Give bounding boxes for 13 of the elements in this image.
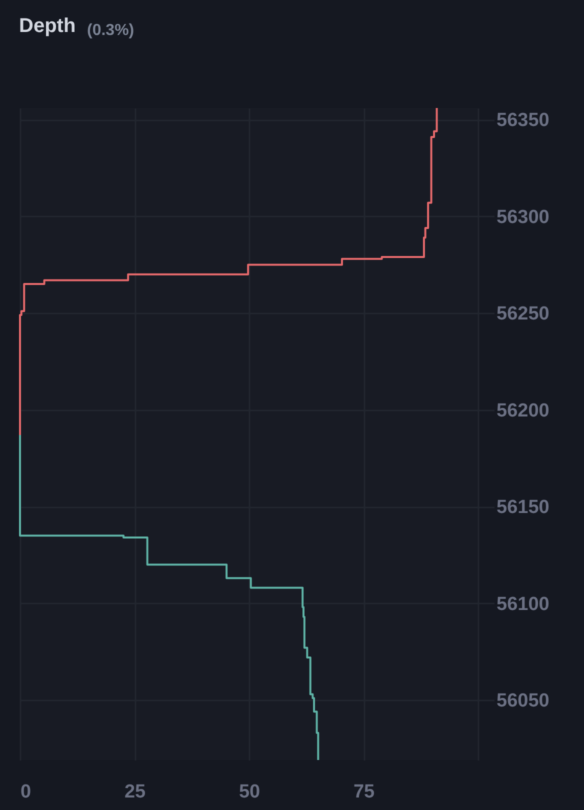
y-tick-label: 56250 bbox=[496, 304, 550, 325]
x-tick-label: 25 bbox=[124, 782, 146, 802]
y-tick-label: 56350 bbox=[496, 110, 550, 132]
y-tick-label: 56050 bbox=[496, 690, 550, 712]
x-tick-label: 50 bbox=[238, 782, 260, 802]
y-tick-label: 56100 bbox=[496, 594, 550, 615]
x-tick-label: 0 bbox=[20, 782, 32, 802]
y-tick-label: 56150 bbox=[496, 497, 550, 518]
y-tick-label: 56300 bbox=[496, 206, 550, 228]
chart-title: Depth bbox=[19, 15, 76, 37]
x-tick-label: 75 bbox=[353, 782, 375, 802]
y-tick-label: 56200 bbox=[496, 400, 550, 422]
chart-subtitle: (0.3%) bbox=[87, 22, 134, 39]
